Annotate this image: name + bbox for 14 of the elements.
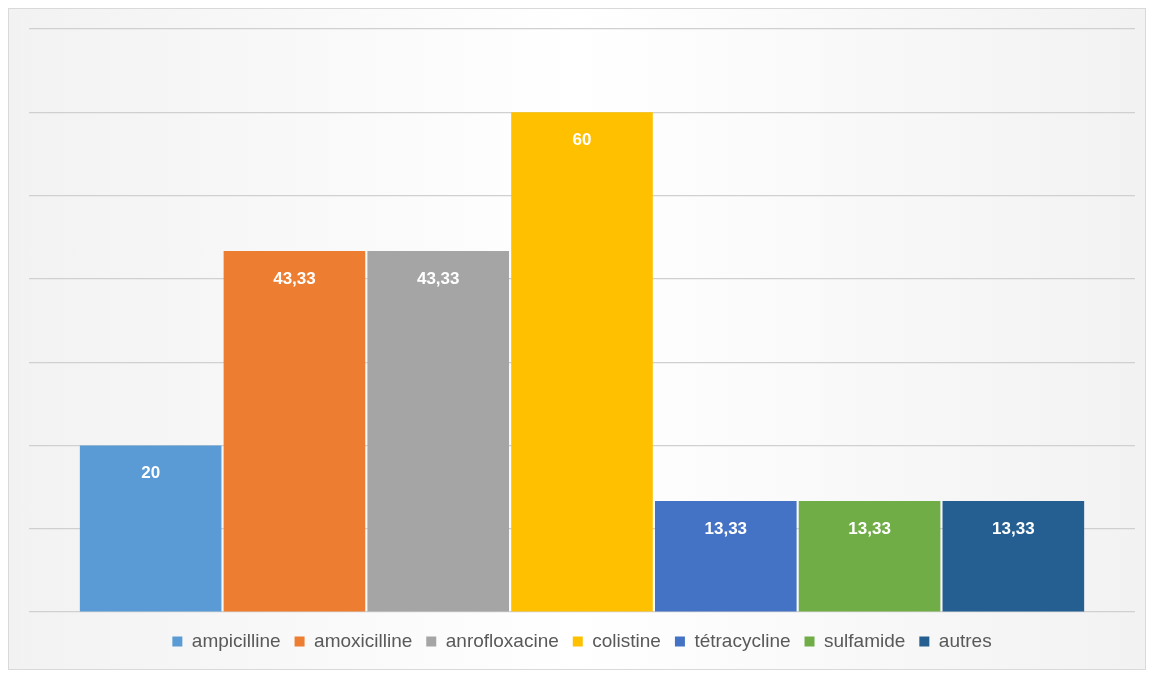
legend-label: colistine [592,629,661,651]
data-label: 13,33 [848,518,891,538]
data-label: 13,33 [992,518,1035,538]
legend-label: tétracycline [694,629,791,651]
data-label: 20 [141,463,161,483]
legend-label: sulfamide [824,629,906,651]
legend-label: amoxicilline [314,629,413,651]
legend-label: anrofloxacine [445,629,559,651]
data-label: 13,33 [704,518,748,538]
data-label: 43,33 [273,268,316,288]
legend-label: autres [938,629,992,651]
legend-label: ampicilline [191,629,281,651]
data-label: 43,33 [416,268,460,288]
data-label: 60 [572,129,592,149]
